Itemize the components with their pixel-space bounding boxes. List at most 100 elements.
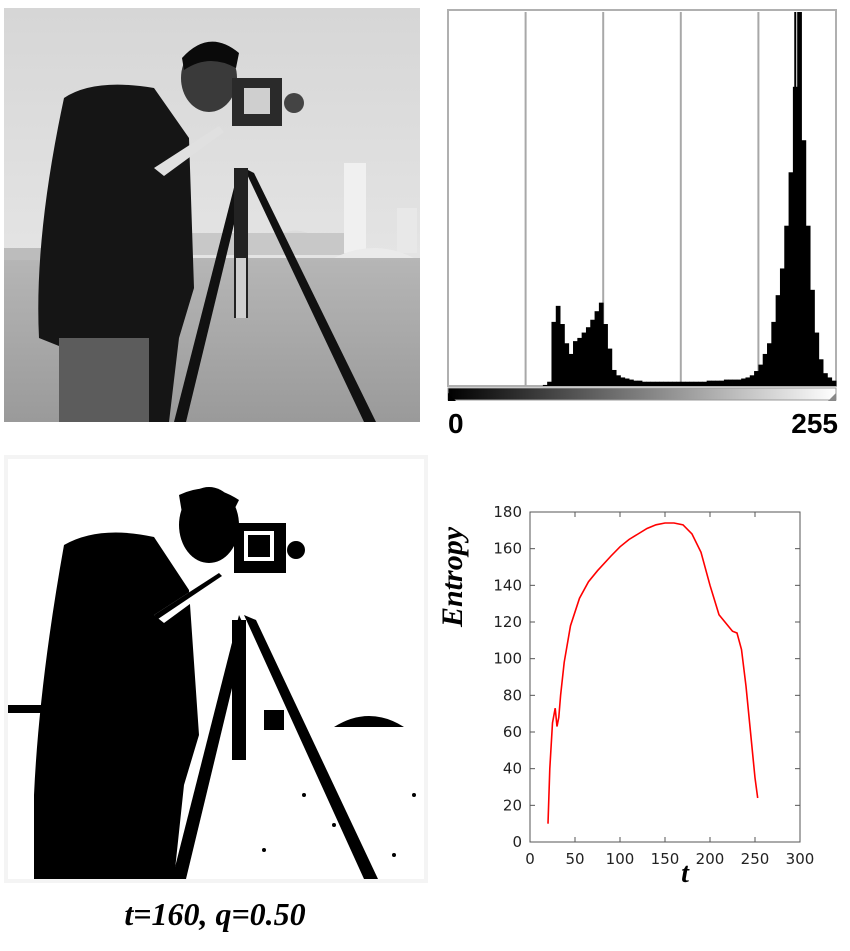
histogram-bar — [827, 377, 833, 386]
histogram-bar — [568, 353, 574, 386]
histogram-bar — [624, 378, 630, 386]
histogram-bar — [654, 381, 660, 386]
histogram-bar — [564, 343, 570, 386]
ramp-marker-right — [828, 393, 836, 401]
entropy-y-tick-label: 0 — [512, 833, 522, 851]
histogram-bar — [676, 381, 682, 386]
entropy-x-axis-title: t — [681, 858, 690, 889]
histogram-bar — [659, 381, 664, 386]
histogram-bar — [577, 337, 583, 386]
histogram-bar — [758, 364, 764, 386]
entropy-y-tick-label: 60 — [503, 723, 522, 741]
histogram-bar — [560, 324, 565, 386]
entropy-y-tick-label: 100 — [493, 650, 522, 668]
thresholded-svg — [8, 459, 424, 879]
histogram-bar — [767, 343, 772, 386]
histogram-bar — [779, 268, 785, 386]
histogram-bar — [551, 321, 557, 386]
histogram-bar — [698, 381, 703, 386]
histogram-bar — [616, 375, 621, 386]
gray-ramp-bar — [447, 387, 837, 401]
entropy-y-tick-label: 80 — [503, 686, 522, 704]
histogram-bar — [775, 295, 781, 386]
histogram-bar — [754, 371, 759, 386]
histogram-bar — [784, 225, 789, 386]
entropy-chart: 0 20 40 60 80 100 120 140 160 180 0 50 100 150 200 250 3… — [436, 503, 815, 889]
histogram-bar — [685, 381, 690, 386]
histogram-bar — [590, 319, 595, 386]
histogram-bar — [629, 379, 634, 386]
histogram-bar — [810, 289, 815, 386]
entropy-plot-frame — [529, 511, 801, 843]
histogram-bar — [637, 380, 643, 386]
histogram-bar — [728, 379, 733, 386]
entropy-x-tick-label: 200 — [696, 850, 725, 868]
histogram-bar — [818, 359, 824, 386]
histogram-bar — [788, 172, 794, 386]
ramp-marker-left — [448, 393, 456, 401]
histogram-bar — [585, 327, 591, 386]
entropy-x-tick-label: 100 — [606, 850, 635, 868]
entropy-y-tick-label: 180 — [493, 503, 522, 521]
histogram-bar — [611, 369, 617, 386]
histogram-bar — [745, 377, 751, 386]
histogram-bar — [736, 379, 742, 386]
histogram-bar — [762, 353, 768, 386]
photo-svg — [4, 8, 420, 422]
histogram-bar — [805, 225, 811, 386]
histogram-bar — [667, 381, 673, 386]
histogram-bar — [555, 305, 561, 386]
histogram-bar — [620, 377, 626, 386]
histogram-bar — [663, 381, 669, 386]
histogram-bar — [732, 379, 738, 386]
histogram-bar — [607, 348, 613, 386]
histogram-bar — [689, 381, 695, 386]
histogram-tick-min: 0 — [448, 408, 464, 439]
histogram-chart — [447, 9, 837, 401]
histogram-bar — [719, 380, 725, 386]
histogram-bar — [680, 381, 686, 386]
entropy-x-tick-label: 300 — [786, 850, 815, 868]
histogram-bar — [603, 324, 608, 386]
histogram-bar — [741, 378, 746, 386]
entropy-x-tick-label: 0 — [525, 850, 535, 868]
histogram-bar — [633, 380, 639, 386]
histogram-bar — [831, 380, 837, 386]
cameraman-photo — [4, 8, 420, 422]
histogram-bar — [749, 375, 755, 386]
entropy-y-tick-label: 140 — [493, 576, 522, 594]
histogram-bar — [650, 381, 656, 386]
histogram-bar — [771, 321, 777, 386]
entropy-x-tick-label: 250 — [741, 850, 770, 868]
histogram-bar — [542, 384, 548, 386]
thresholded-image — [4, 455, 428, 883]
entropy-y-axis-title: Entropy — [436, 526, 469, 628]
histogram-bar — [642, 381, 647, 386]
histogram-bar — [547, 381, 552, 386]
histogram-bar — [710, 380, 716, 386]
histogram-bar — [801, 140, 807, 386]
entropy-y-tick-label: 40 — [503, 760, 522, 778]
histogram-tick-max: 255 — [791, 408, 838, 439]
entropy-x-tick-label: 50 — [565, 850, 584, 868]
histogram-bar — [693, 381, 699, 386]
entropy-y-tick-label: 120 — [493, 613, 522, 631]
entropy-y-tick-label: 160 — [493, 540, 522, 558]
histogram-bar — [715, 380, 720, 386]
histogram-bar — [823, 373, 828, 386]
entropy-x-tick-label: 150 — [651, 850, 680, 868]
histogram-bar — [702, 381, 708, 386]
histogram-panel: 0 255 — [446, 8, 838, 440]
threshold-caption: t=160, q=0.50 — [124, 896, 306, 932]
histogram-bar — [706, 380, 712, 386]
histogram-bar — [598, 302, 604, 386]
histogram-bar — [797, 12, 802, 386]
histogram-bar — [672, 381, 677, 386]
entropy-chart-panel: 0 20 40 60 80 100 120 140 160 180 0 50 100 150 200 250 3… — [432, 490, 842, 890]
histogram-bar — [646, 381, 652, 386]
histogram-bar — [573, 341, 578, 386]
histogram-bar — [594, 311, 600, 386]
histogram-bar — [723, 379, 729, 386]
histogram-bar — [581, 332, 587, 386]
entropy-series-line — [547, 522, 759, 824]
